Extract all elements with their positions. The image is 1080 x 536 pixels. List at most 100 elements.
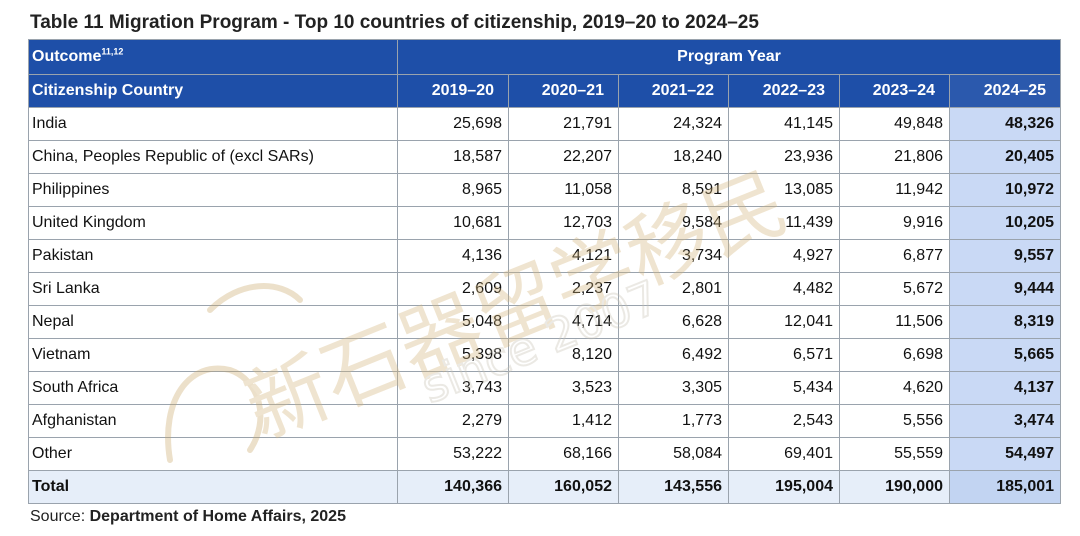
value-cell: 8,319 (948, 305, 1062, 339)
table-row: Other 53,222 68,166 58,084 69,401 55,559 54,49… (28, 437, 1062, 471)
value-cell: 4,714 (508, 305, 619, 339)
year-header: 2023–24 (839, 74, 950, 108)
value-cell: 143,556 (618, 470, 729, 504)
value-cell: 185,001 (948, 470, 1062, 504)
value-cell: 48,326 (948, 107, 1062, 141)
header-row-years: Citizenship Country 2019–20 2020–21 2021… (28, 74, 1062, 108)
value-cell: 4,482 (728, 272, 840, 306)
value-cell: 4,136 (397, 239, 509, 273)
value-cell: 6,571 (728, 338, 840, 372)
country-cell: South Africa (28, 371, 398, 405)
value-cell: 13,085 (728, 173, 840, 207)
value-cell: 25,698 (397, 107, 509, 141)
value-cell: 9,557 (948, 239, 1062, 273)
table-row: Philippines 8,965 11,058 8,591 13,085 11,942 1… (28, 173, 1062, 207)
table-row: China, Peoples Republic of (excl SARs) 18… (28, 140, 1062, 174)
year-header: 2022–23 (728, 74, 840, 108)
value-cell: 5,398 (397, 338, 509, 372)
value-cell: 3,734 (618, 239, 729, 273)
value-cell: 9,444 (948, 272, 1062, 306)
country-cell: Afghanistan (28, 404, 398, 438)
country-cell: United Kingdom (28, 206, 398, 240)
total-label: Total (28, 470, 398, 504)
value-cell: 3,523 (508, 371, 619, 405)
value-cell: 49,848 (839, 107, 950, 141)
value-cell: 3,743 (397, 371, 509, 405)
value-cell: 2,237 (508, 272, 619, 306)
table-row: South Africa 3,743 3,523 3,305 5,434 4,620 4,1… (28, 371, 1062, 405)
value-cell: 21,791 (508, 107, 619, 141)
country-cell: Nepal (28, 305, 398, 339)
country-cell: India (28, 107, 398, 141)
value-cell: 6,628 (618, 305, 729, 339)
program-year-header: Program Year (396, 39, 1062, 75)
value-cell: 18,587 (397, 140, 509, 174)
value-cell: 5,665 (948, 338, 1062, 372)
value-cell: 18,240 (618, 140, 729, 174)
value-cell: 9,916 (839, 206, 950, 240)
value-cell: 5,672 (839, 272, 950, 306)
value-cell: 55,559 (839, 437, 950, 471)
value-cell: 190,000 (839, 470, 950, 504)
table-row: Pakistan 4,136 4,121 3,734 4,927 6,877 9,557 (28, 239, 1062, 273)
source-label: Source: (30, 508, 86, 525)
value-cell: 5,048 (397, 305, 509, 339)
value-cell: 4,927 (728, 239, 840, 273)
table-body: India 25,698 21,791 24,324 41,145 49,848 48,32… (28, 107, 1062, 504)
table-row: Nepal 5,048 4,714 6,628 12,041 11,506 8,319 (28, 305, 1062, 339)
value-cell: 4,121 (508, 239, 619, 273)
value-cell: 21,806 (839, 140, 950, 174)
year-header: 2020–21 (508, 74, 619, 108)
source-note: Source: Department of Home Affairs, 2025 (30, 508, 346, 526)
country-cell: Philippines (28, 173, 398, 207)
country-cell: China, Peoples Republic of (excl SARs) (28, 140, 398, 174)
table-row: India 25,698 21,791 24,324 41,145 49,848 48,32… (28, 107, 1062, 141)
value-cell: 1,412 (508, 404, 619, 438)
value-cell: 160,052 (508, 470, 619, 504)
value-cell: 12,041 (728, 305, 840, 339)
value-cell: 11,058 (508, 173, 619, 207)
header-row-outcome: Outcome11,12 Program Year (28, 39, 1062, 75)
year-header: 2021–22 (618, 74, 729, 108)
value-cell: 5,556 (839, 404, 950, 438)
value-cell: 8,965 (397, 173, 509, 207)
value-cell: 8,591 (618, 173, 729, 207)
value-cell: 6,698 (839, 338, 950, 372)
value-cell: 20,405 (948, 140, 1062, 174)
value-cell: 2,543 (728, 404, 840, 438)
value-cell: 12,703 (508, 206, 619, 240)
value-cell: 2,609 (397, 272, 509, 306)
value-cell: 10,681 (397, 206, 509, 240)
value-cell: 23,936 (728, 140, 840, 174)
citizenship-country-header: Citizenship Country (28, 74, 398, 108)
value-cell: 11,506 (839, 305, 950, 339)
value-cell: 2,801 (618, 272, 729, 306)
value-cell: 58,084 (618, 437, 729, 471)
table-title: Table 11 Migration Program - Top 10 coun… (30, 12, 759, 33)
value-cell: 53,222 (397, 437, 509, 471)
country-cell: Other (28, 437, 398, 471)
table-row: United Kingdom 10,681 12,703 9,584 11,439 9,9… (28, 206, 1062, 240)
value-cell: 11,942 (839, 173, 950, 207)
value-cell: 6,492 (618, 338, 729, 372)
value-cell: 10,972 (948, 173, 1062, 207)
value-cell: 22,207 (508, 140, 619, 174)
total-row: Total 140,366 160,052 143,556 195,004 190,000… (28, 470, 1062, 504)
year-header: 2019–20 (397, 74, 509, 108)
year-header-current: 2024–25 (948, 74, 1062, 108)
table-row: Afghanistan 2,279 1,412 1,773 2,543 5,556 3,47… (28, 404, 1062, 438)
value-cell: 4,620 (839, 371, 950, 405)
value-cell: 6,877 (839, 239, 950, 273)
value-cell: 68,166 (508, 437, 619, 471)
value-cell: 1,773 (618, 404, 729, 438)
country-cell: Sri Lanka (28, 272, 398, 306)
value-cell: 24,324 (618, 107, 729, 141)
value-cell: 3,474 (948, 404, 1062, 438)
value-cell: 10,205 (948, 206, 1062, 240)
value-cell: 2,279 (397, 404, 509, 438)
country-cell: Vietnam (28, 338, 398, 372)
value-cell: 195,004 (728, 470, 840, 504)
outcome-header: Outcome11,12 (28, 39, 398, 75)
value-cell: 69,401 (728, 437, 840, 471)
value-cell: 8,120 (508, 338, 619, 372)
